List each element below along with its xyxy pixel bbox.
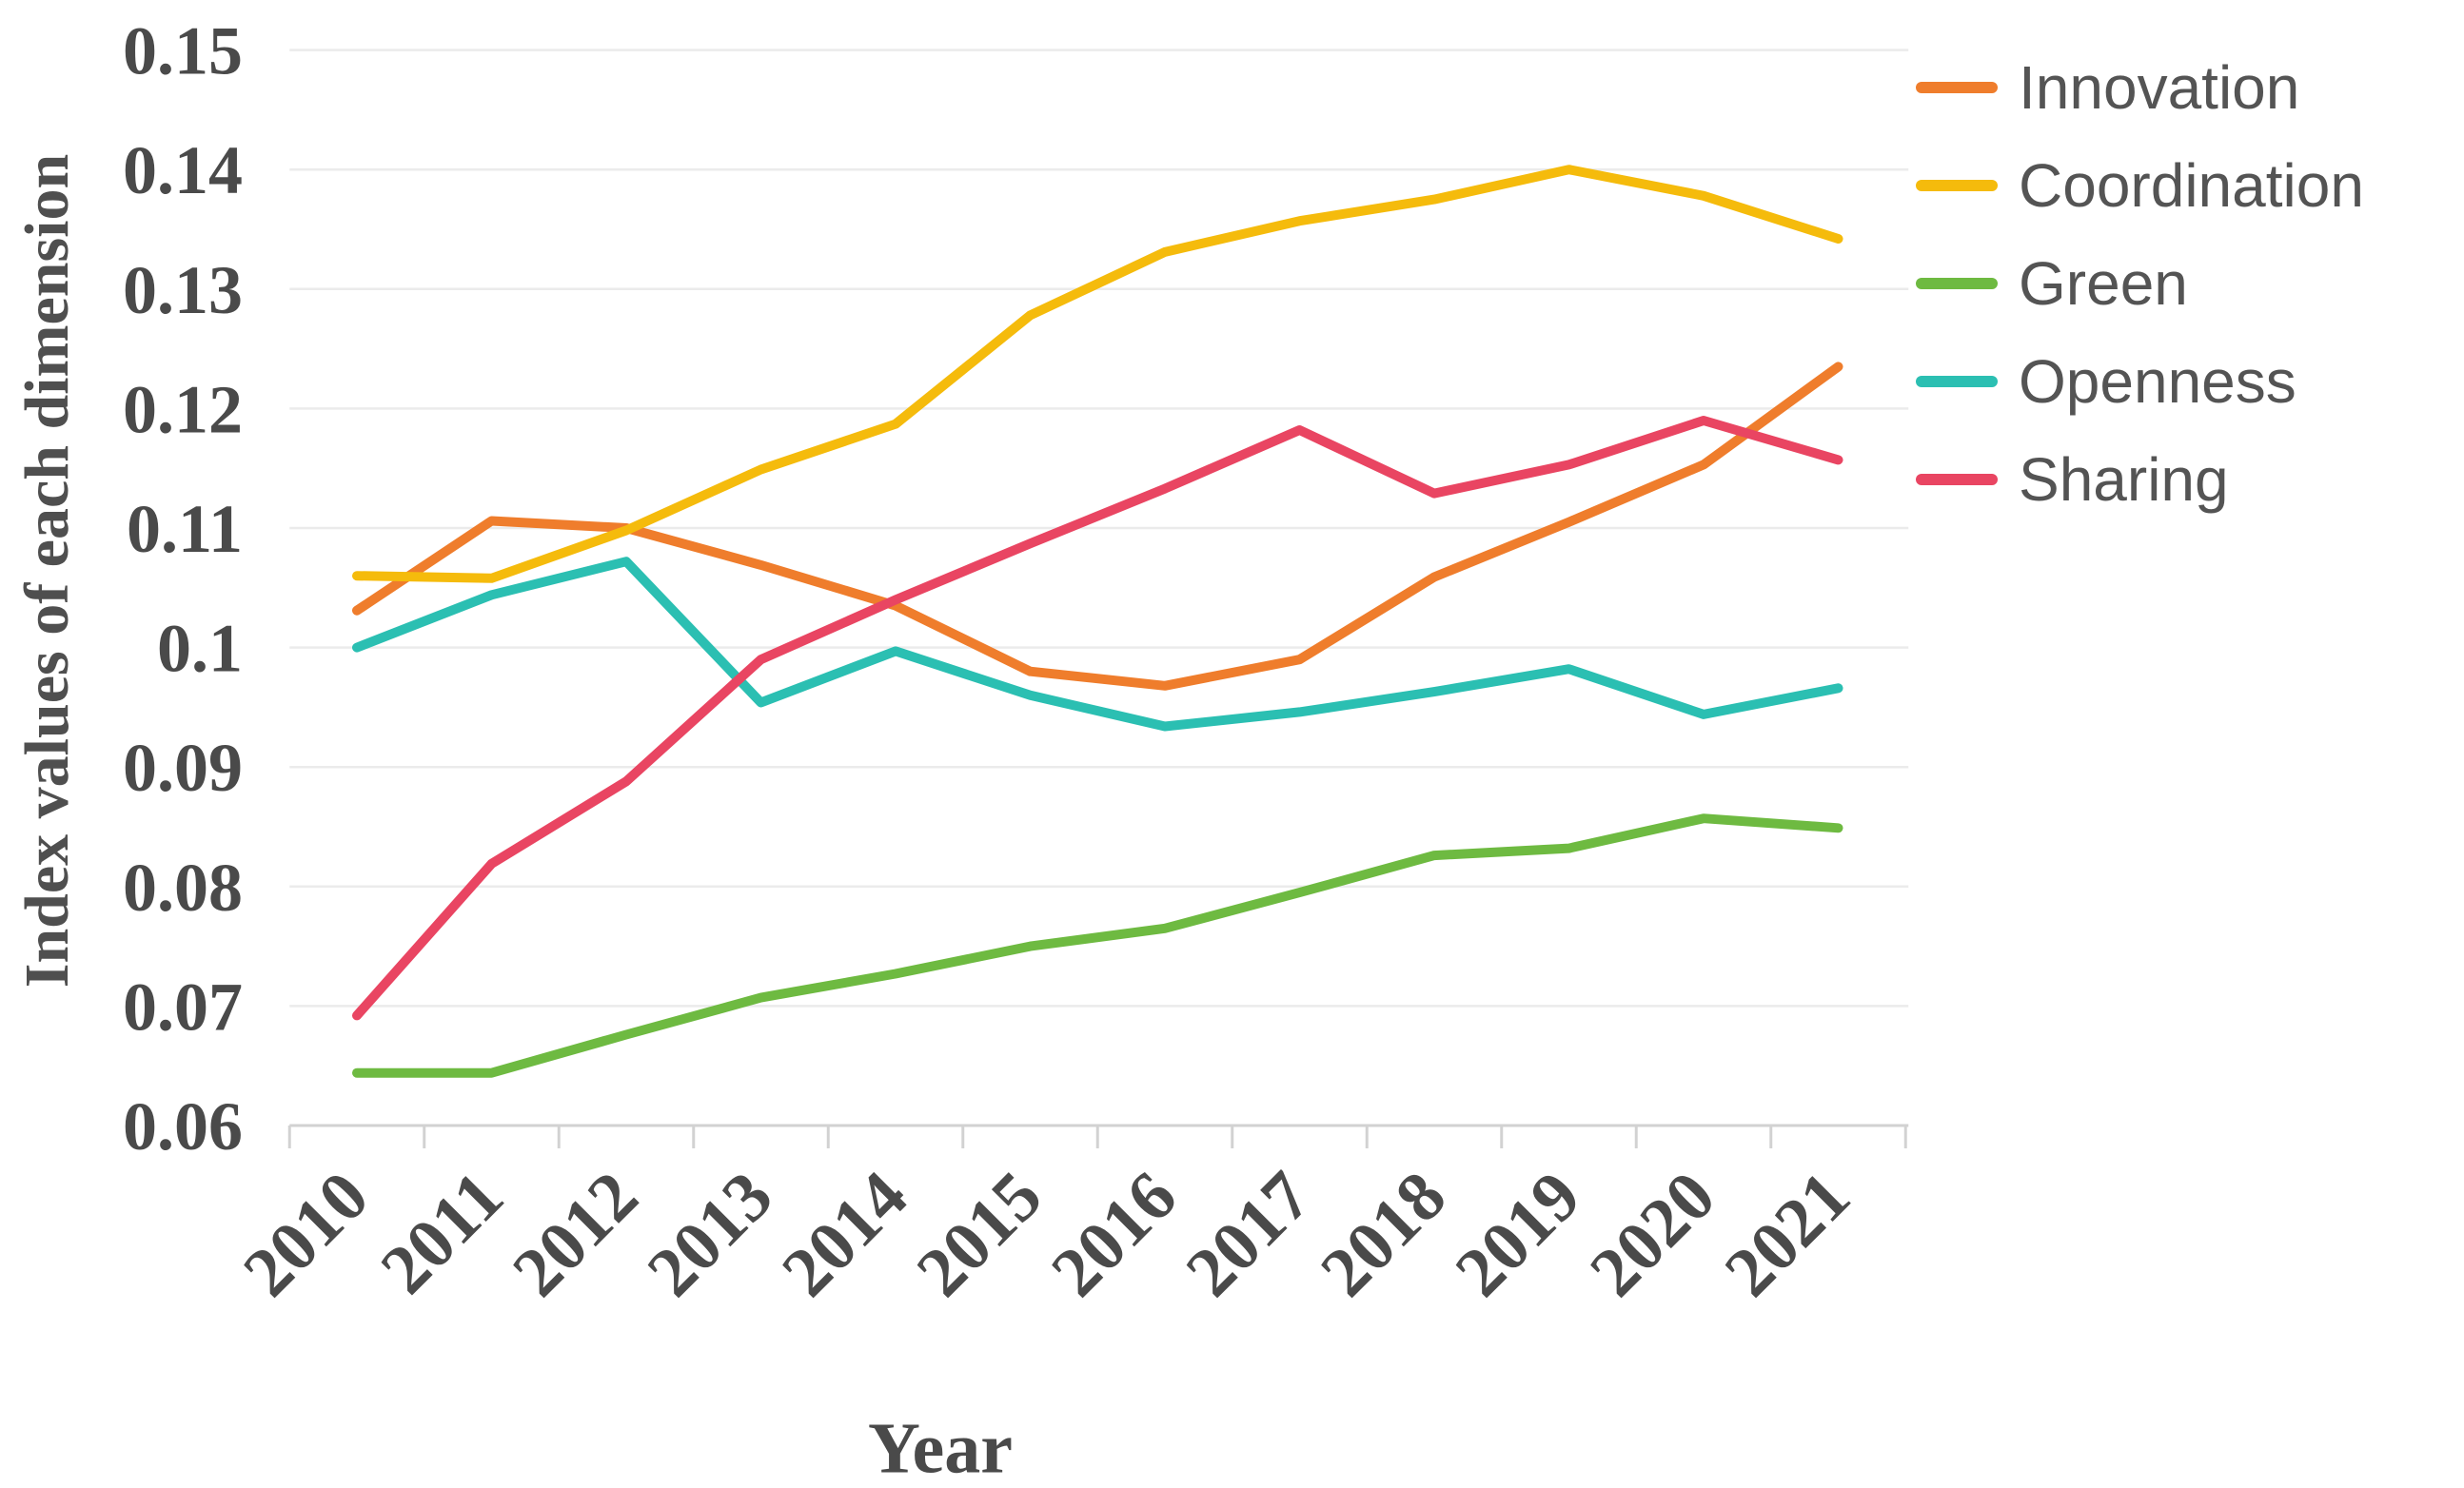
- y-axis-title: Index values of each dimension: [12, 153, 82, 989]
- legend-item-openness: Openness: [1916, 342, 2296, 421]
- legend-label: Innovation: [2019, 53, 2300, 122]
- series-line-innovation: [352, 362, 1843, 691]
- legend-item-sharing: Sharing: [1916, 440, 2229, 519]
- legend-label: Coordination: [2019, 151, 2364, 220]
- y-tick-label: 0.11: [127, 491, 243, 567]
- x-tick-label: 2017: [1172, 1157, 1327, 1312]
- y-tick-label: 0.15: [123, 13, 243, 89]
- x-tick-label: 2012: [498, 1157, 653, 1312]
- x-tick-label: 2013: [633, 1157, 788, 1312]
- x-axis-title: Year: [868, 1408, 1013, 1488]
- series-line-green: [352, 813, 1843, 1078]
- series-line-sharing: [352, 416, 1843, 1021]
- y-tick-label: 0.1: [157, 611, 243, 687]
- y-tick-label: 0.12: [123, 371, 243, 447]
- coordination-line-swatch-icon: [1916, 180, 1998, 191]
- y-tick-label: 0.07: [123, 969, 243, 1045]
- openness-line-swatch-icon: [1916, 376, 1998, 387]
- series-line-openness: [352, 557, 1843, 732]
- y-tick-label: 0.13: [123, 252, 243, 328]
- y-tick-label: 0.14: [123, 132, 243, 208]
- legend-label: Green: [2019, 249, 2188, 318]
- series-line-coordination: [352, 165, 1843, 583]
- x-tick-label: 2020: [1575, 1157, 1730, 1312]
- x-tick-label: 2016: [1036, 1157, 1192, 1312]
- x-tick-label: 2014: [767, 1157, 922, 1312]
- legend-item-coordination: Coordination: [1916, 146, 2364, 225]
- legend-label: Openness: [2019, 347, 2296, 416]
- x-tick-label: 2010: [228, 1157, 384, 1312]
- y-tick-label: 0.08: [123, 850, 243, 926]
- x-tick-label: 2011: [366, 1157, 519, 1309]
- y-tick-label: 0.06: [123, 1088, 243, 1165]
- x-tick-label: 2021: [1710, 1157, 1865, 1312]
- green-line-swatch-icon: [1916, 278, 1998, 289]
- sharing-line-swatch-icon: [1916, 474, 1998, 485]
- y-tick-label: 0.09: [123, 730, 243, 806]
- legend-label: Sharing: [2019, 445, 2229, 514]
- x-tick-label: 2019: [1441, 1157, 1596, 1312]
- x-tick-label: 2015: [902, 1157, 1057, 1312]
- legend-item-innovation: Innovation: [1916, 48, 2299, 127]
- legend-item-green: Green: [1916, 244, 2188, 323]
- innovation-line-swatch-icon: [1916, 82, 1998, 93]
- x-tick-label: 2018: [1306, 1157, 1461, 1312]
